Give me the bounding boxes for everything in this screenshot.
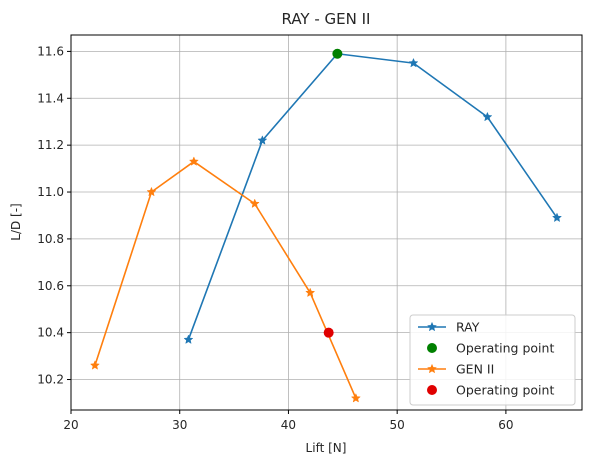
x-tick-label-2: 40 xyxy=(281,418,296,432)
series-point-gen-ii-4 xyxy=(305,287,316,298)
legend-box xyxy=(409,314,576,406)
x-tick-label-0: 20 xyxy=(63,418,78,432)
series-line-gen-ii xyxy=(94,160,357,399)
x-tick-label-4: 60 xyxy=(498,418,513,432)
y-tick-label-2: 10.6 xyxy=(37,279,64,293)
series-point-gen-ii-5 xyxy=(350,393,361,403)
series-point-gen-ii-2 xyxy=(188,156,199,166)
series-layer xyxy=(89,48,562,403)
legend-marker-0 xyxy=(427,321,437,332)
x-tick-label-3: 50 xyxy=(390,418,405,432)
series-point-ray-3 xyxy=(408,57,419,68)
chart-title: RAY - GEN II xyxy=(282,10,371,28)
y-tick-label-5: 11.2 xyxy=(37,138,64,152)
legend: RAY Operating point GEN II Operating point xyxy=(409,314,576,406)
series-point-ray-4 xyxy=(482,111,493,122)
series-point-gen-ii-1 xyxy=(146,186,157,197)
series-point-ray-0 xyxy=(183,334,194,344)
operating-point-0 xyxy=(332,48,343,59)
plot-frame xyxy=(70,34,583,411)
ticks: 20 30 40 50 60 10.2 10.4 10.6 10.8 11.0 11.2 11.4 11… xyxy=(37,44,513,432)
legend-label-0: RAY xyxy=(456,320,480,335)
series-point-gen-ii-3 xyxy=(249,198,260,208)
series-point-gen-ii-0 xyxy=(89,360,100,370)
legend-label-3: Operating point xyxy=(456,383,554,398)
y-tick-label-3: 10.8 xyxy=(37,232,64,246)
y-tick-label-1: 10.4 xyxy=(37,326,64,340)
legend-marker-2 xyxy=(427,363,437,374)
legend-marker-3 xyxy=(427,385,437,395)
series-point-ray-5 xyxy=(552,212,562,223)
operating-point-1 xyxy=(323,327,334,338)
grid xyxy=(71,35,582,410)
x-axis-label: Lift [N] xyxy=(306,441,347,455)
y-tick-label-0: 10.2 xyxy=(37,373,64,387)
series-point-ray-1 xyxy=(257,135,268,145)
y-tick-label-6: 11.4 xyxy=(37,91,64,105)
legend-marker-1 xyxy=(427,343,437,353)
legend-label-2: GEN II xyxy=(456,362,494,377)
x-tick-label-1: 30 xyxy=(172,418,187,432)
legend-label-1: Operating point xyxy=(456,341,554,356)
series-line-ray xyxy=(187,52,558,340)
y-axis-label: L/D [-] xyxy=(9,203,23,240)
y-tick-label-4: 11.0 xyxy=(37,185,64,199)
y-tick-label-7: 11.6 xyxy=(37,44,64,58)
